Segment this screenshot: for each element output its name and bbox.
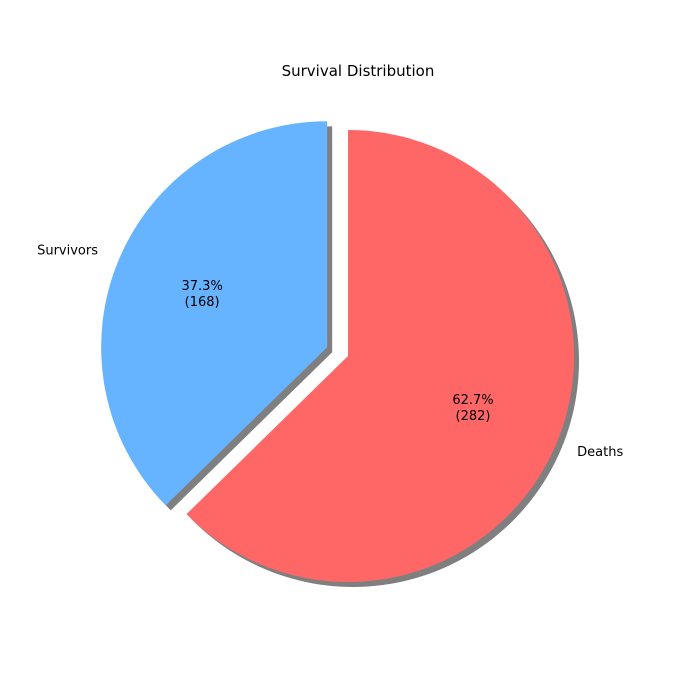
- slice-count-label-survivors: (168): [185, 295, 220, 310]
- slice-label-survivors: Survivors: [37, 243, 98, 258]
- slice-percent-label-survivors: 37.3%: [182, 279, 223, 294]
- pie-slice-deaths: [186, 130, 574, 582]
- label-layer: Survivors 37.3%(168) Deaths 62.7%(282): [37, 243, 623, 459]
- pie-slice-survivors: [101, 121, 328, 506]
- slice-count-label-deaths: (282): [456, 409, 491, 424]
- slice-layer: [101, 121, 574, 582]
- slice-percent-label-deaths: 62.7%: [452, 393, 493, 408]
- chart-title: Survival Distribution: [282, 62, 435, 80]
- slice-label-deaths: Deaths: [577, 445, 623, 460]
